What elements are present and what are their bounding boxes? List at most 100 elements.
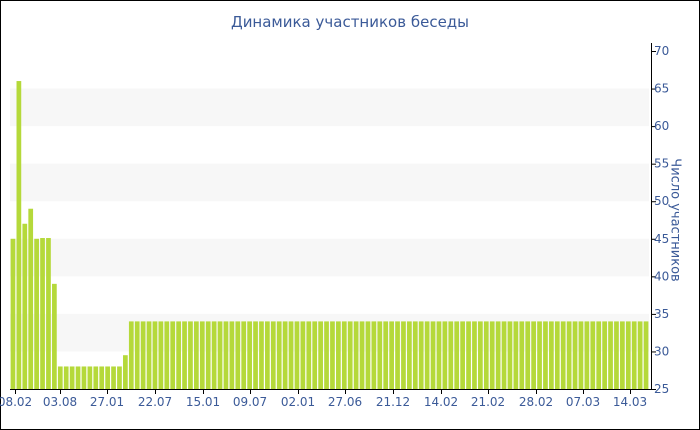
x-tick-label: 14.02	[424, 395, 458, 409]
bar	[259, 321, 264, 389]
bar	[489, 321, 495, 389]
bar	[46, 238, 51, 389]
bar	[620, 321, 625, 389]
x-tick-label: 02.01	[281, 395, 315, 409]
bar	[194, 321, 199, 389]
bar	[241, 321, 247, 389]
x-tick-label: 07.03	[566, 395, 600, 409]
bar	[164, 321, 170, 389]
bar	[401, 321, 406, 389]
bar	[590, 321, 596, 389]
bar	[16, 81, 22, 390]
bar	[158, 321, 164, 389]
bar	[223, 321, 229, 389]
y-tick-label: 35	[654, 307, 669, 321]
x-tick-label: 08.02	[0, 395, 32, 409]
bar	[507, 321, 513, 389]
bar	[478, 321, 483, 389]
x-tick-label: 21.02	[471, 395, 505, 409]
bar	[578, 321, 584, 389]
bar	[123, 355, 128, 389]
bar	[57, 366, 63, 389]
bar	[608, 321, 613, 389]
bar	[424, 321, 430, 389]
bar	[377, 321, 383, 389]
bar	[87, 366, 93, 389]
bar	[134, 321, 140, 389]
bar	[483, 321, 489, 389]
bar	[300, 321, 306, 389]
y-tick-label: 60	[654, 119, 669, 133]
bar	[282, 321, 288, 389]
bar	[217, 321, 223, 389]
bar	[330, 321, 335, 389]
bar	[99, 366, 105, 389]
bar	[336, 321, 341, 389]
bar	[637, 321, 643, 389]
bar	[625, 321, 631, 389]
bar	[205, 321, 211, 389]
bar	[105, 366, 110, 389]
bar	[247, 321, 252, 389]
chart-title: Динамика участников беседы	[230, 13, 470, 31]
y-tick-label: 55	[654, 157, 669, 171]
bar	[537, 321, 542, 389]
bar	[229, 321, 235, 389]
bar	[643, 321, 649, 389]
x-tick-label: 15.01	[186, 395, 220, 409]
bar	[596, 321, 602, 389]
bar	[288, 321, 294, 389]
bar	[63, 366, 69, 389]
x-tick-label: 14.03	[613, 395, 647, 409]
grid-band	[10, 313, 649, 352]
bar	[324, 321, 329, 389]
grid-band	[10, 163, 649, 202]
bar	[395, 321, 400, 389]
bar	[549, 321, 554, 389]
bar	[365, 321, 371, 389]
bar	[519, 321, 525, 389]
bar	[146, 321, 152, 389]
bar	[466, 321, 471, 389]
bar	[117, 366, 122, 389]
bar	[531, 321, 536, 389]
y-tick-label: 70	[654, 44, 669, 58]
y-tick-label: 50	[654, 194, 669, 208]
bar	[265, 321, 270, 389]
bar	[371, 321, 377, 389]
bar	[513, 321, 519, 389]
bar	[448, 321, 454, 389]
y-tick-label: 30	[654, 344, 669, 358]
bar	[81, 366, 87, 389]
x-tick-label: 09.07	[233, 395, 267, 409]
bar	[276, 321, 282, 389]
bar	[631, 321, 637, 389]
bar	[111, 366, 116, 389]
bar	[412, 321, 418, 389]
bar	[543, 321, 548, 389]
y-tick-label: 45	[654, 232, 669, 246]
bar	[140, 321, 146, 389]
bar	[312, 321, 318, 389]
bar	[52, 283, 57, 389]
bar	[10, 238, 16, 389]
grid-band	[10, 88, 649, 127]
bar	[176, 321, 181, 389]
bar	[442, 321, 448, 389]
x-tick-label: 27.06	[328, 395, 362, 409]
bar	[22, 223, 28, 389]
x-tick-label: 03.08	[43, 395, 77, 409]
bar	[584, 321, 590, 389]
bar	[347, 321, 353, 389]
bar	[430, 321, 436, 389]
bar	[353, 321, 359, 389]
bar	[75, 366, 81, 389]
bar	[40, 238, 45, 389]
x-tick-label: 27.01	[90, 395, 124, 409]
bar	[211, 321, 217, 389]
bar	[454, 321, 460, 389]
bar	[407, 321, 412, 389]
bar	[501, 321, 507, 389]
bar	[306, 321, 312, 389]
bar	[554, 321, 560, 389]
